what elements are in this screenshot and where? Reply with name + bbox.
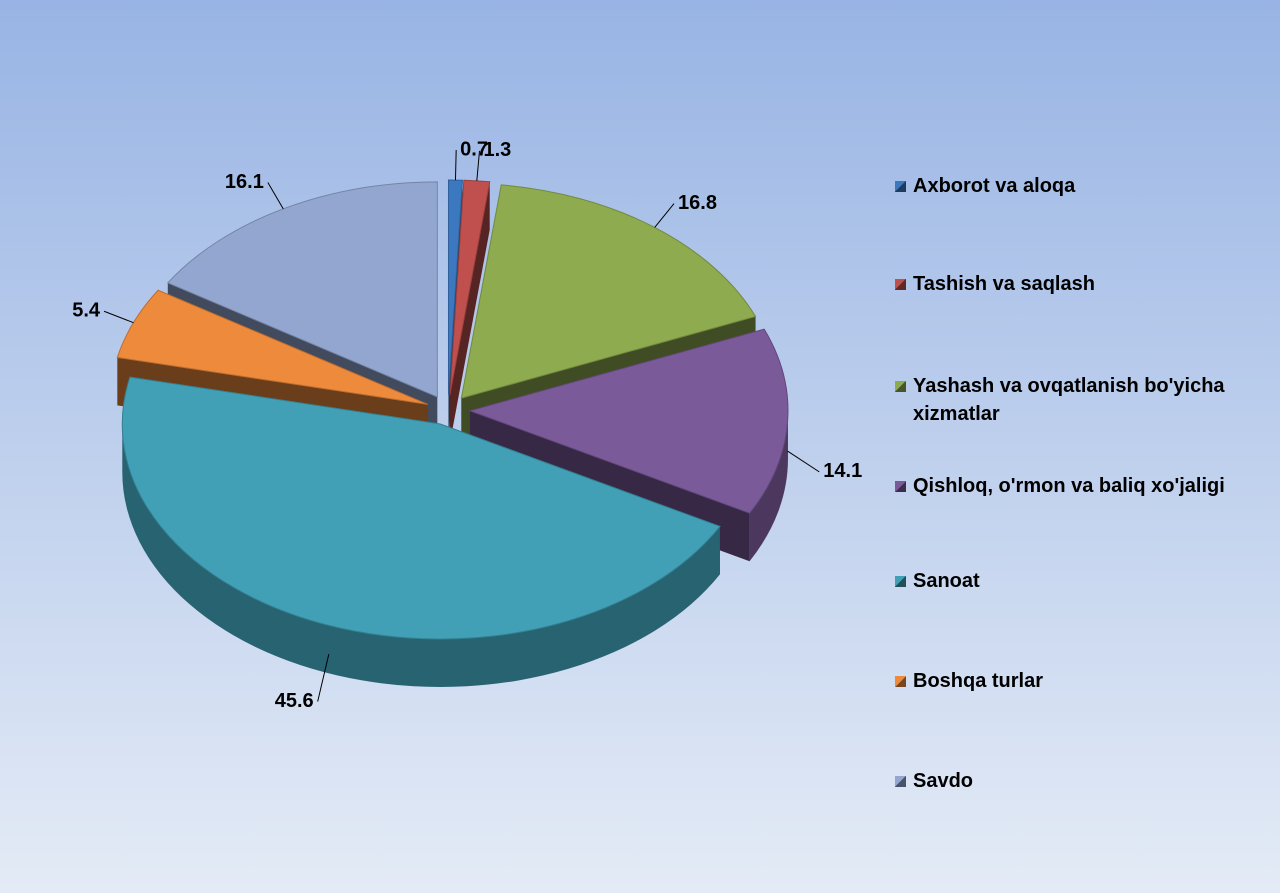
leader-line [103, 310, 134, 324]
legend-item: Boshqa turlar [895, 667, 1273, 695]
legend-label: Axborot va aloqa [913, 175, 1076, 197]
data-label: 0.7 [460, 138, 488, 160]
data-label: 16.1 [225, 171, 264, 193]
legend-label: Savdo [913, 770, 974, 792]
leader-line [787, 450, 820, 473]
legend-label: Sanoat [913, 570, 980, 592]
legend-swatch [895, 576, 906, 587]
legend-swatch [895, 776, 906, 787]
slice [468, 328, 789, 514]
slice [121, 376, 721, 640]
legend-swatch [895, 481, 906, 492]
slice-wall [122, 424, 720, 688]
slice-side [449, 181, 490, 444]
legend-swatch [895, 676, 906, 687]
legend-item: Qishloq, o'rmon va baliq xo'jaligi [895, 472, 1273, 500]
legend-item: Tashish va saqlash [895, 270, 1273, 298]
legend-label: Qishloq, o'rmon va baliq xo'jaligi [913, 475, 1225, 497]
legend-label: Boshqa turlar [913, 670, 1044, 692]
legend-item: Yashash va ovqatlanish bo'yicha xizmatla… [895, 372, 1273, 428]
slice-wall [749, 410, 788, 562]
leader-line [654, 203, 675, 228]
leader-line [476, 150, 480, 181]
legend-swatch [895, 279, 906, 290]
legend-label: Tashish va saqlash [913, 273, 1095, 295]
legend-item: Savdo [895, 767, 1273, 795]
data-label: 45.6 [275, 690, 314, 712]
leader-line [317, 654, 330, 702]
data-label: 1.3 [483, 139, 511, 161]
data-label: 16.8 [678, 192, 717, 214]
slice [449, 179, 491, 396]
slice [116, 289, 428, 405]
data-label: 14.1 [823, 460, 862, 482]
data-label: 5.4 [72, 300, 101, 322]
slice [447, 179, 463, 396]
leader-line [267, 182, 284, 210]
legend-swatch [895, 181, 906, 192]
leader-line [454, 149, 457, 181]
legend-swatch [895, 381, 906, 392]
legend-label: Yashash va ovqatlanish bo'yicha xizmatla… [913, 375, 1225, 425]
slice [460, 184, 757, 399]
legend-item: Sanoat [895, 567, 1273, 595]
legend-item: Axborot va aloqa [895, 172, 1273, 200]
